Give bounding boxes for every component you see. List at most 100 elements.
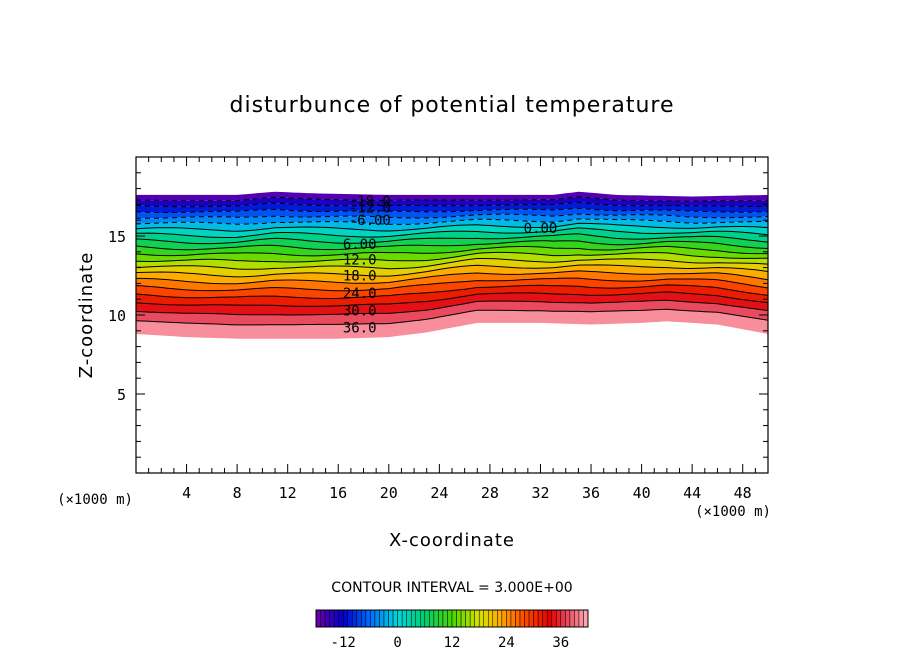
x-tick-label: 24 bbox=[430, 484, 448, 502]
colorbar-segment bbox=[551, 609, 557, 628]
x-tick-label: 16 bbox=[329, 484, 347, 502]
colorbar-segment bbox=[556, 609, 562, 628]
colorbar-segment bbox=[438, 609, 444, 628]
colorbar-segment bbox=[515, 609, 521, 628]
contour-label: 6.00 bbox=[343, 237, 377, 253]
colorbar-segment bbox=[397, 609, 403, 628]
colorbar-segment bbox=[528, 609, 534, 628]
colorbar-segment bbox=[560, 609, 566, 628]
contour-label: 24.0 bbox=[343, 286, 377, 302]
contour-line bbox=[136, 308, 768, 326]
contour-label: -12.0 bbox=[349, 201, 391, 217]
colorbar-segment bbox=[410, 609, 417, 628]
contour-band bbox=[136, 191, 768, 202]
colorbar-segment bbox=[488, 609, 494, 628]
colorbar-tick-label: 12 bbox=[444, 635, 461, 651]
contour-label: 30.0 bbox=[343, 303, 377, 319]
contour-label: -6.00 bbox=[349, 213, 391, 229]
contour-line bbox=[136, 222, 768, 232]
colorbar-segment bbox=[370, 609, 376, 628]
contour-label: 36.0 bbox=[343, 321, 377, 337]
x-tick-label: 36 bbox=[582, 484, 600, 502]
colorbar-segment bbox=[583, 609, 589, 628]
contour-line bbox=[136, 270, 768, 285]
colorbar-segment bbox=[415, 609, 421, 628]
colorbar-segment bbox=[406, 609, 412, 628]
contour-label: 12.0 bbox=[343, 253, 377, 269]
colorbar-segment bbox=[533, 609, 539, 628]
contour-line bbox=[136, 233, 768, 245]
x-tick-label: 32 bbox=[531, 484, 549, 502]
y-axis-label: Z-coordinate bbox=[76, 252, 97, 379]
contour-field bbox=[136, 191, 768, 339]
colorbar-segment bbox=[338, 609, 344, 628]
colorbar-segment bbox=[388, 609, 394, 628]
contour-line bbox=[136, 284, 768, 299]
colorbar-segment bbox=[374, 609, 380, 628]
colorbar-segment bbox=[320, 609, 326, 628]
contour-line bbox=[136, 245, 768, 257]
colorbar: -12 0 12 24 36 bbox=[315, 609, 589, 651]
colorbar-segment bbox=[497, 609, 503, 628]
contour-band bbox=[136, 252, 768, 270]
y-tick-label: 10 bbox=[108, 307, 126, 325]
colorbar-segment bbox=[329, 609, 335, 628]
contour-label: 18.0 bbox=[343, 269, 377, 285]
colorbar-segment bbox=[383, 609, 389, 628]
x-axis-label: X-coordinate bbox=[389, 530, 515, 551]
colorbar-segment bbox=[483, 609, 489, 628]
colorbar-segment bbox=[333, 609, 339, 628]
colorbar-segment bbox=[433, 609, 439, 628]
contour-line bbox=[136, 299, 768, 316]
colorbar-segment bbox=[347, 609, 353, 628]
x-tick-label: 44 bbox=[683, 484, 701, 502]
colorbar-segment bbox=[356, 609, 362, 628]
colorbar-segment bbox=[361, 609, 367, 628]
colorbar-segment bbox=[465, 609, 471, 628]
contour-line bbox=[136, 207, 768, 213]
colorbar-segment bbox=[501, 609, 507, 628]
y-tick-label: 15 bbox=[108, 228, 126, 246]
colorbar-segment bbox=[429, 609, 435, 628]
x-tick-label: 8 bbox=[233, 484, 242, 502]
colorbar-segment bbox=[315, 609, 321, 628]
contour-line bbox=[136, 213, 768, 219]
colorbar-tick-label: -12 bbox=[331, 635, 356, 651]
colorbar-segment bbox=[578, 609, 584, 628]
colorbar-segment bbox=[469, 609, 475, 628]
colorbar-segment bbox=[474, 609, 480, 628]
colorbar-segment bbox=[352, 609, 358, 628]
contour-band bbox=[136, 300, 768, 325]
colorbar-segment bbox=[424, 609, 430, 628]
contour-line bbox=[136, 258, 768, 270]
colorbar-segment bbox=[379, 609, 385, 628]
colorbar-tick-label: 24 bbox=[498, 635, 515, 651]
colorbar-segment bbox=[342, 609, 349, 628]
colorbar-segment bbox=[451, 609, 457, 628]
colorbar-segment bbox=[324, 609, 330, 628]
contour-band bbox=[136, 270, 768, 291]
contour-line bbox=[136, 277, 768, 292]
colorbar-segment bbox=[519, 609, 525, 628]
colorbar-segment bbox=[537, 609, 543, 628]
colorbar-segment bbox=[456, 609, 462, 628]
colorbar-tick-label: 0 bbox=[393, 635, 401, 651]
contour-line bbox=[136, 251, 768, 263]
contour-band bbox=[136, 223, 768, 238]
contour-line bbox=[136, 218, 768, 225]
colorbar-segment bbox=[420, 609, 426, 628]
contour-interval-text: CONTOUR INTERVAL = 3.000E+00 bbox=[331, 580, 572, 596]
colorbar-segment bbox=[565, 609, 571, 628]
contour-band bbox=[136, 291, 768, 315]
chart-title: disturbunce of potential temperature bbox=[230, 93, 675, 118]
colorbar-segment bbox=[365, 609, 371, 628]
colorbar-segment bbox=[401, 609, 407, 628]
colorbar-segment bbox=[542, 609, 548, 628]
contour-line bbox=[136, 264, 768, 278]
contour-line bbox=[136, 196, 768, 202]
y-tick-label: 5 bbox=[117, 386, 126, 404]
contour-band bbox=[136, 219, 768, 232]
